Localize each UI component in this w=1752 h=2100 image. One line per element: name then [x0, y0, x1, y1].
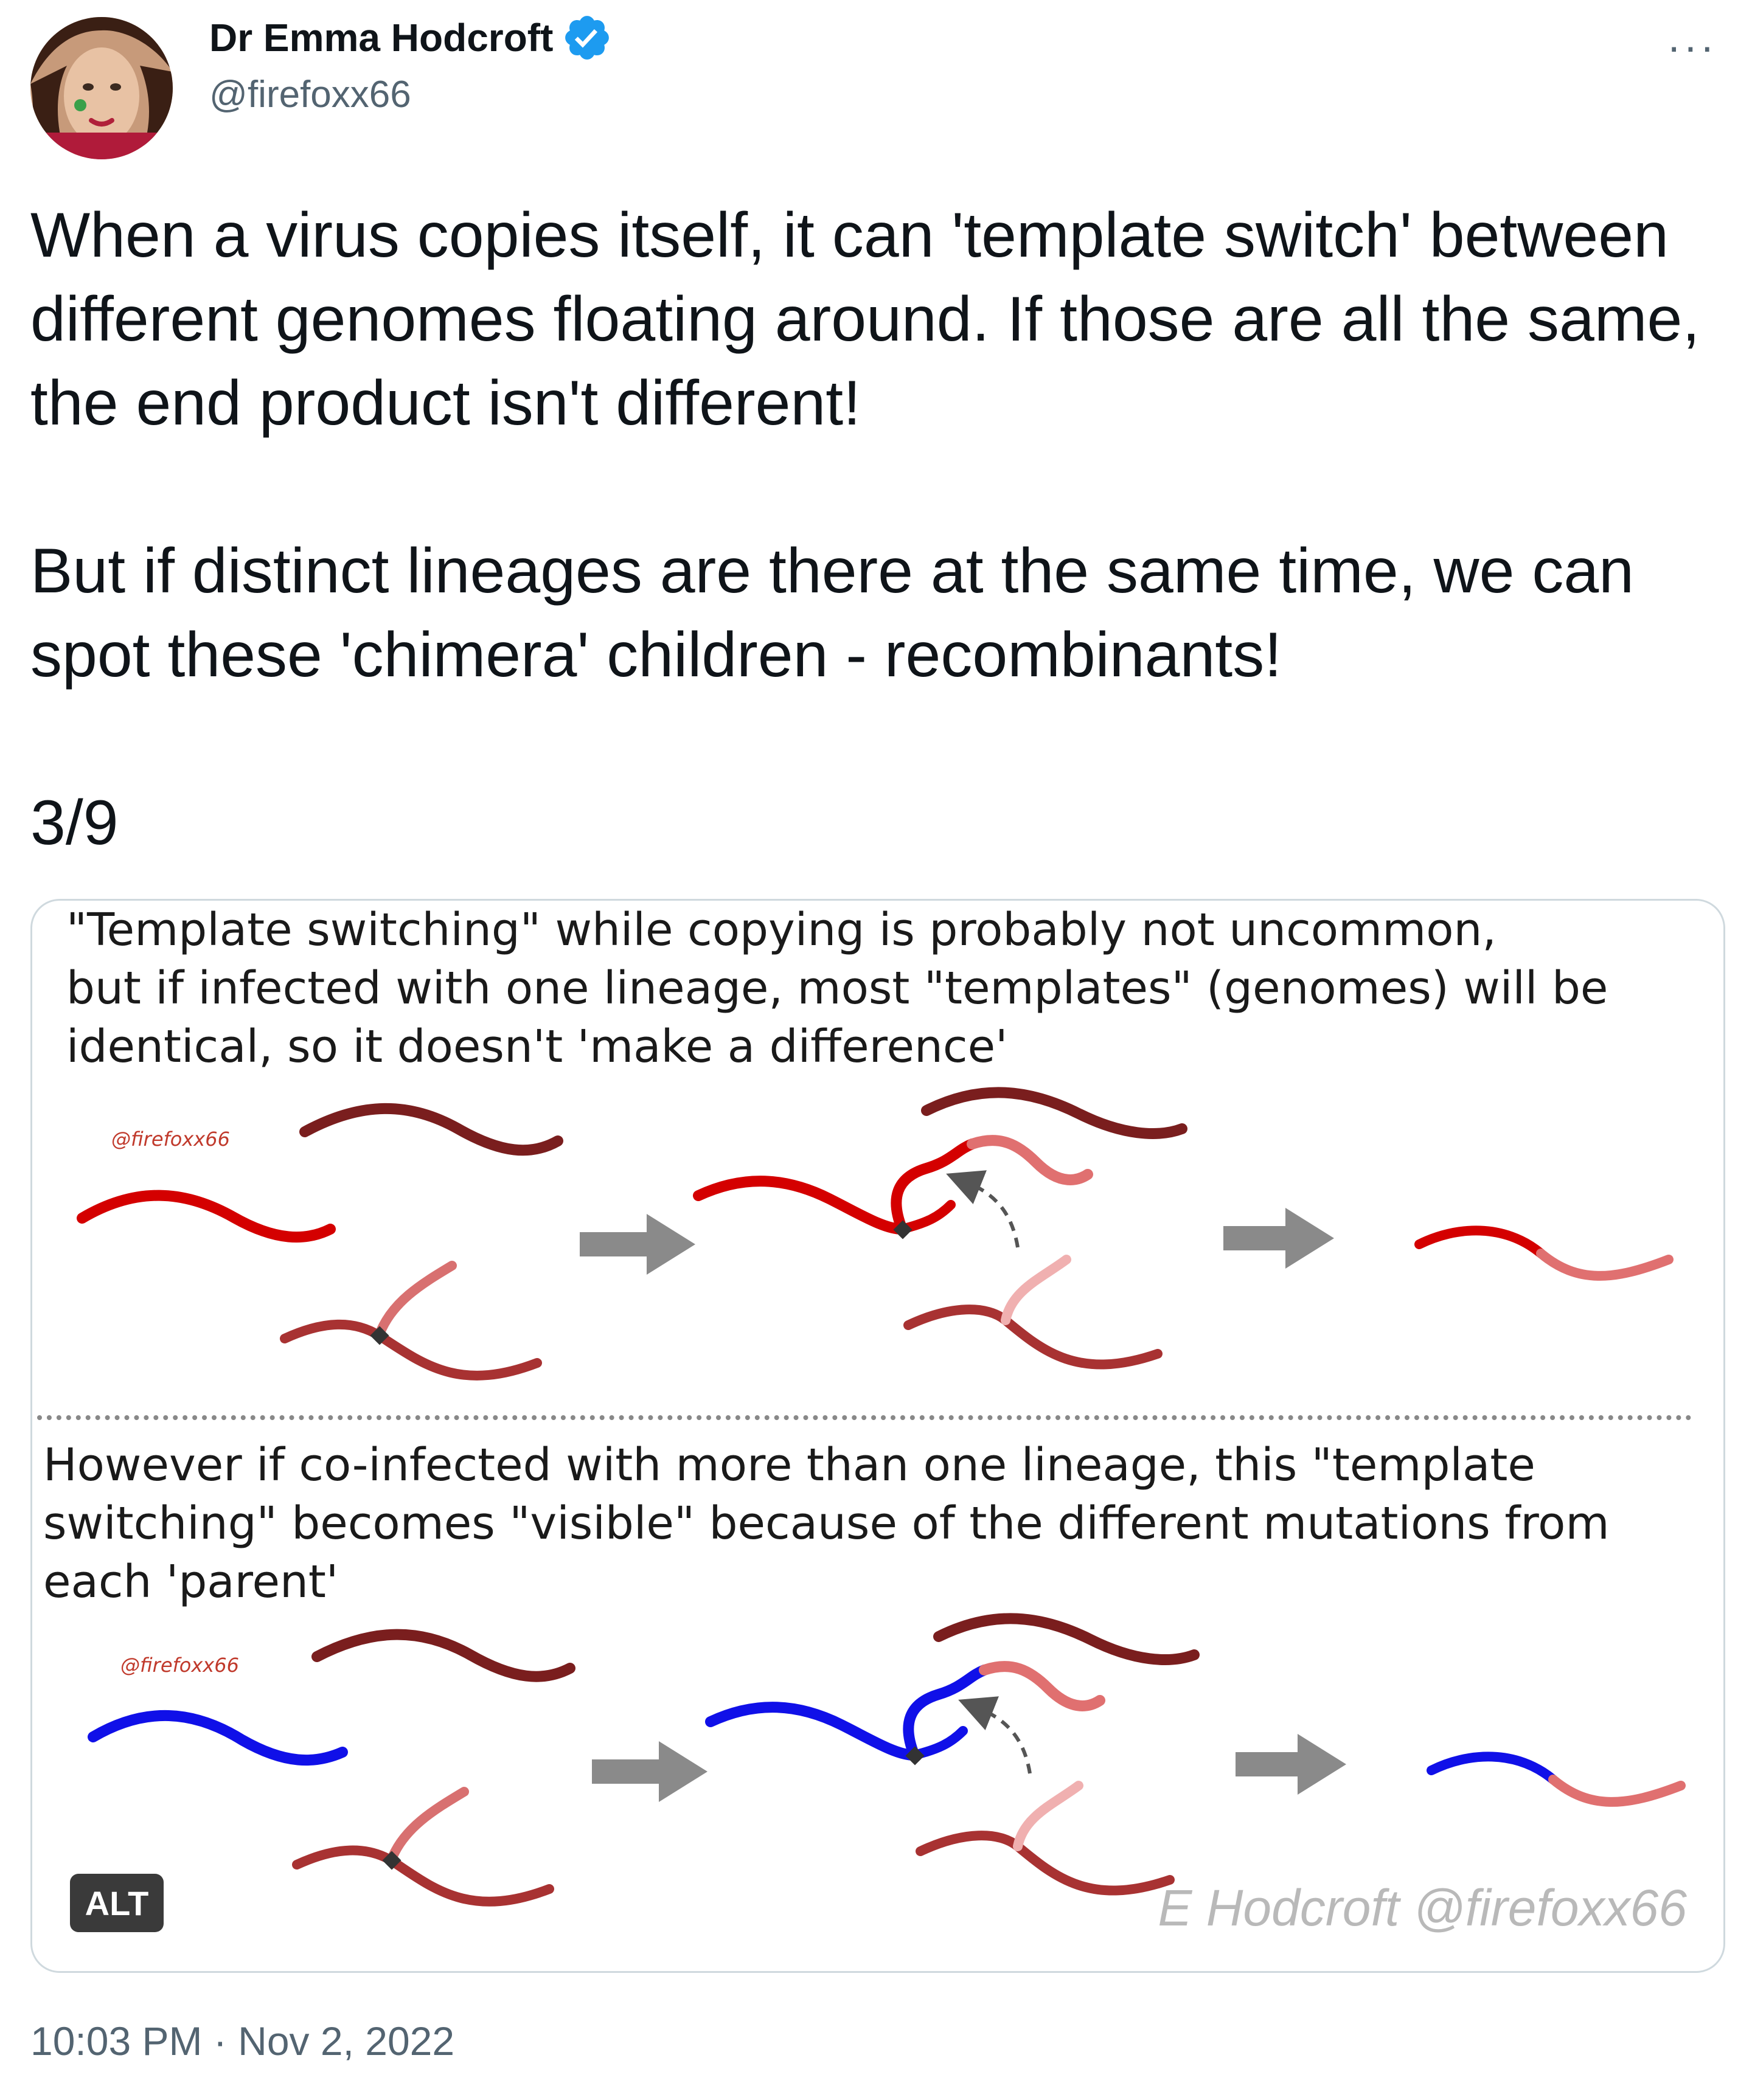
genome-red-switch-mid — [891, 1138, 978, 1235]
genome-dark-bottom — [311, 1629, 575, 1682]
switch-point-4 — [905, 1746, 925, 1766]
genome-red-tail-mid — [897, 1200, 956, 1234]
gray-arrow-bottom-1 — [592, 1741, 707, 1802]
genome-palered-branch-mid — [1001, 1255, 1071, 1325]
genome-blue-mid — [705, 1702, 920, 1761]
more-options-icon[interactable]: ··· — [1667, 23, 1717, 70]
genome-dark-top-mid — [921, 1087, 1187, 1139]
recombination-diagram: @firefoxx66 @firefoxx66 — [77, 1087, 1686, 1907]
genome-midred-lower-mid-b — [916, 1831, 1175, 1896]
watermark-bottom: @firefoxx66 — [120, 1654, 239, 1677]
genome-blue-tail-mid — [909, 1726, 968, 1760]
tweet-media[interactable]: "Template switching" while copying is pr… — [30, 899, 1725, 1973]
avatar-image — [30, 17, 173, 159]
result-red — [1414, 1225, 1546, 1258]
genome-dark-top — [299, 1103, 563, 1156]
author-handle[interactable]: @firefoxx66 — [209, 74, 411, 116]
alt-badge-button[interactable]: ALT — [70, 1874, 164, 1932]
result-lightred-b — [1548, 1775, 1686, 1807]
genome-palered-branch-mid-b — [1013, 1781, 1083, 1851]
genome-dark-bottom-mid — [933, 1613, 1200, 1665]
author-name-row[interactable]: Dr Emma Hodcroft — [209, 13, 613, 62]
switch-point-1 — [370, 1326, 389, 1345]
caption-bottom: However if co-infected with more than on… — [43, 1439, 1610, 1608]
gray-arrow-top-1 — [580, 1214, 695, 1275]
avatar[interactable] — [30, 17, 173, 159]
author-name[interactable]: Dr Emma Hodcroft — [209, 16, 554, 60]
genome-lightred-mid — [967, 1135, 1093, 1185]
gray-arrow-bottom-2 — [1236, 1734, 1346, 1795]
verified-badge-icon — [565, 16, 610, 60]
caption-top: "Template switching" while copying is pr… — [66, 904, 1608, 1073]
genome-lightred-mid-b — [979, 1661, 1105, 1711]
tweet-text: When a virus copies itself, it can 'temp… — [30, 200, 1700, 858]
genome-red-mid — [693, 1176, 908, 1235]
watermark-top: @firefoxx66 — [111, 1128, 230, 1151]
section-divider — [37, 1415, 1692, 1420]
genome-blue-switch-mid — [903, 1665, 990, 1761]
result-lightred — [1536, 1249, 1674, 1281]
genome-lightred-branch-b — [386, 1787, 469, 1865]
image-credit: E Hodcroft @firefoxx66 — [1158, 1879, 1687, 1936]
genome-red — [77, 1190, 336, 1243]
gray-arrow-top-2 — [1223, 1208, 1334, 1269]
switch-dashed-arrow-bottom — [958, 1696, 1032, 1774]
tweet-timestamp[interactable]: 10:03 PM · Nov 2, 2022 — [30, 2019, 455, 2064]
genome-lightred-branch — [374, 1261, 457, 1340]
switch-dashed-arrow-top — [946, 1170, 1020, 1248]
genome-midred-lower-mid — [903, 1305, 1163, 1370]
genome-blue — [88, 1710, 348, 1766]
genome-midred-lower — [280, 1319, 542, 1381]
result-blue — [1427, 1752, 1558, 1784]
genome-midred-lower-b — [292, 1845, 554, 1907]
switch-point-3 — [382, 1851, 401, 1870]
